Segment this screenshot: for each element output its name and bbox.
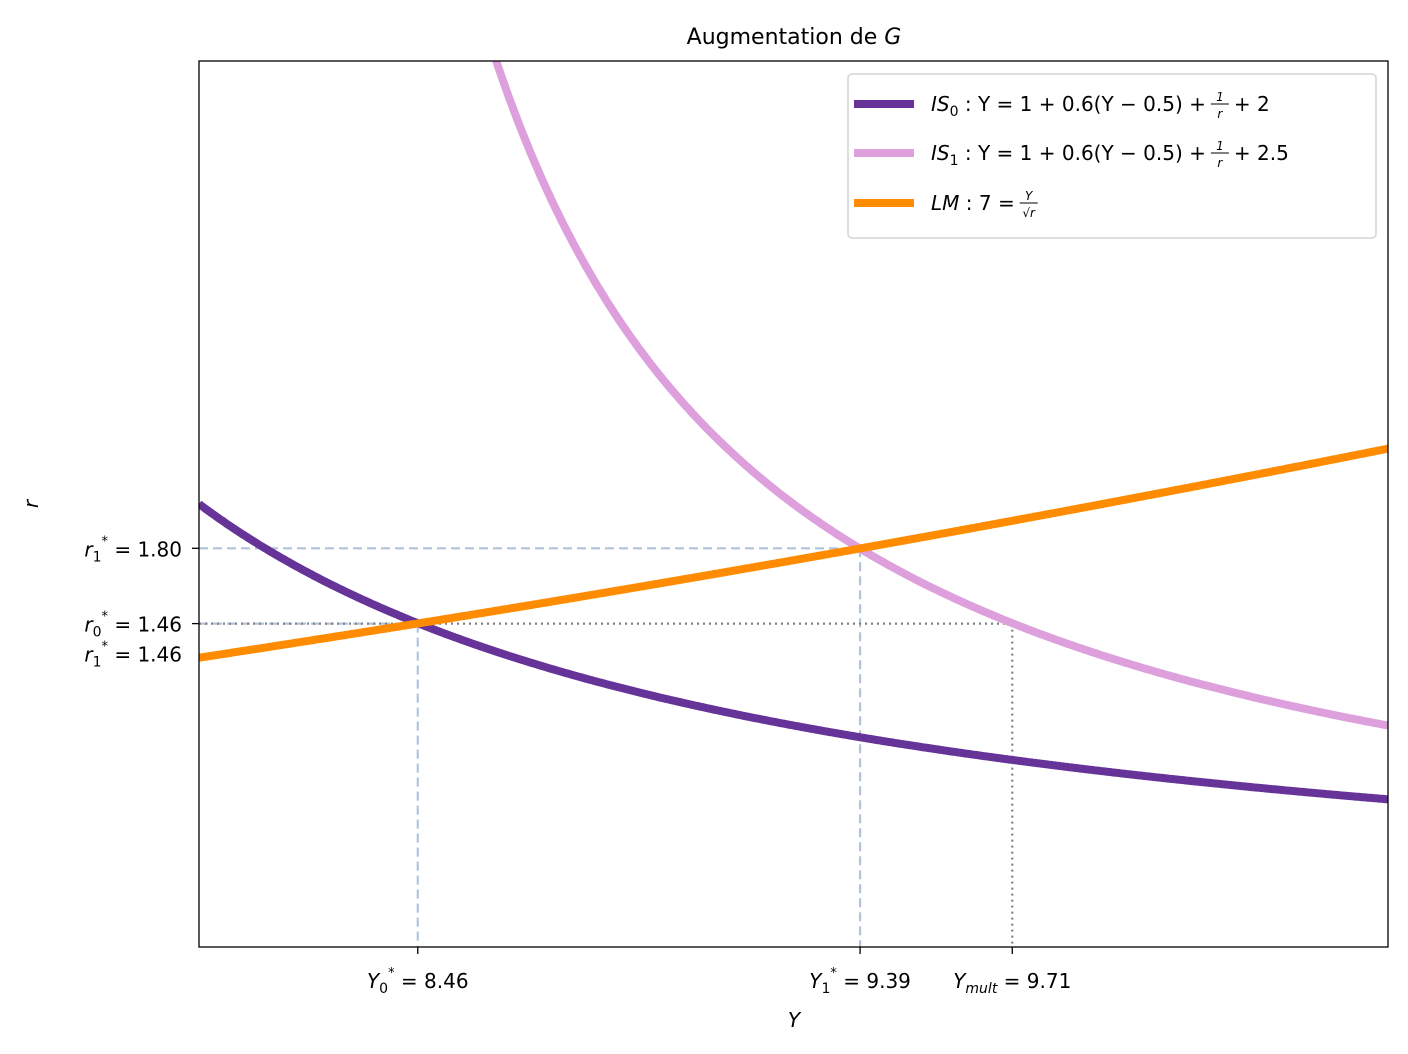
legend-frac-num-0: 1 [1216, 90, 1224, 104]
series-line-0 [199, 500, 1388, 804]
legend-frac-den-2: √r [1022, 206, 1036, 220]
series-line-2 [199, 444, 1388, 662]
legend-frac-num-1: 1 [1216, 139, 1224, 153]
plot-frame [198, 60, 1389, 948]
x-tick-label-0: Y0* = 8.46 [367, 966, 469, 997]
legend-label-2: LM : 7 = [931, 191, 1015, 215]
chart-title: Augmentation de G [687, 25, 902, 50]
y-tick-label-1: r0* = 1.46 [84, 610, 182, 641]
legend-frac-den-1: r [1217, 156, 1223, 170]
x-axis-label: Y [788, 1008, 802, 1032]
legend-box [847, 73, 1377, 239]
y-tick-label-0: r1* = 1.80 [84, 534, 182, 565]
legend-frac-den-0: r [1217, 107, 1223, 121]
x-tick-label-1: Y1* = 9.39 [809, 966, 911, 997]
y-tick-label-2: r1* = 1.46 [84, 640, 182, 671]
x-tick-label-2: Ymult = 9.71 [953, 969, 1071, 997]
series-line-1 [492, 61, 1388, 730]
legend-label-1: IS1 : Y = 1 + 0.6(Y − 0.5) + [931, 141, 1206, 169]
legend: IS0 : Y = 1 + 0.6(Y − 0.5) + 1 r + 2 IS1 :… [847, 73, 1377, 239]
legend-label-tail-0: + 2 [1234, 92, 1270, 116]
legend-frac-num-2: Y [1025, 189, 1034, 203]
legend-label-0: IS0 : Y = 1 + 0.6(Y − 0.5) + [931, 92, 1206, 120]
legend-label-tail-1: + 2.5 [1234, 141, 1289, 165]
y-axis-label: r [19, 498, 43, 508]
